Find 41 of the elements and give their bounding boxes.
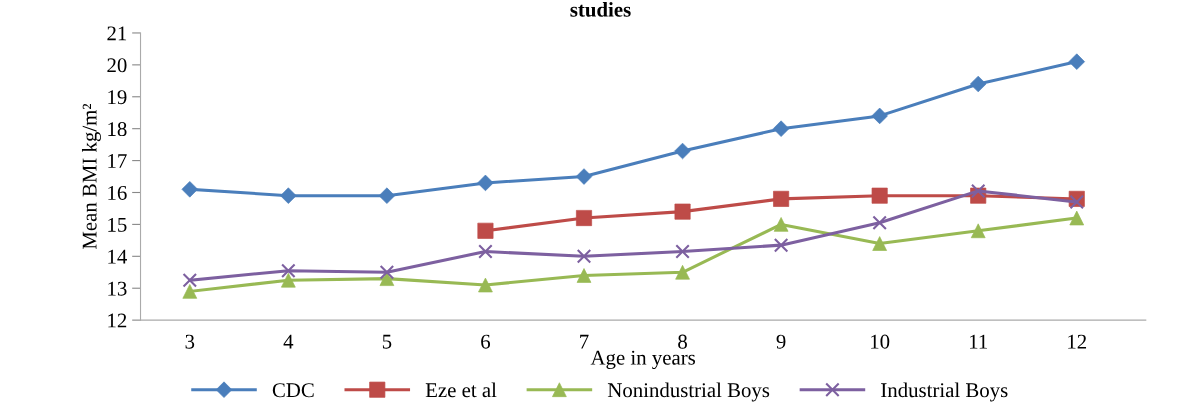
point	[281, 263, 296, 278]
y-tick-label: 13	[108, 281, 127, 296]
x-tick-label: 11	[970, 334, 987, 349]
point	[379, 264, 395, 280]
x-tick-label: 12	[1068, 334, 1087, 349]
y-axis-title: Mean BMI kg/m²	[81, 103, 101, 250]
legend-label: Nonindustrial Boys	[607, 382, 770, 402]
x-tick-label: 9	[776, 334, 786, 349]
point	[970, 183, 986, 199]
point	[773, 237, 789, 253]
y-tick-label: 16	[108, 185, 127, 200]
x-tick-label: 3	[185, 334, 195, 349]
legend-label: Eze et al	[425, 382, 497, 398]
x-tick-label: 4	[283, 334, 294, 349]
point	[576, 249, 592, 264]
chart-title: studies	[570, 2, 631, 17]
point	[1069, 194, 1085, 210]
y-tick-label: 17	[108, 154, 127, 168]
x-tick-label: 6	[481, 334, 491, 349]
y-tick-label: 19	[108, 90, 127, 105]
point	[772, 120, 790, 137]
y-tick-label: 20	[107, 58, 127, 73]
legend-label: Industrial Boys	[881, 382, 1008, 402]
x-tick-label: 5	[382, 334, 392, 349]
y-tick-label: 21	[107, 26, 127, 41]
point	[478, 244, 493, 259]
point	[575, 168, 593, 185]
y-tick-label: 15	[108, 217, 127, 232]
point	[872, 215, 887, 231]
point	[773, 190, 790, 207]
point	[970, 75, 987, 93]
x-tick-label: 7	[580, 334, 589, 349]
y-tick-label: 18	[108, 122, 127, 137]
point	[675, 244, 690, 259]
x-tick-label: 10	[871, 334, 890, 349]
x-axis-title: Age in years	[590, 350, 696, 370]
point	[182, 272, 198, 288]
legend-label: CDC	[272, 383, 314, 398]
y-tick-label: 12	[108, 313, 127, 328]
x-tick-label: 8	[678, 334, 687, 349]
y-tick-label: 14	[108, 249, 127, 264]
